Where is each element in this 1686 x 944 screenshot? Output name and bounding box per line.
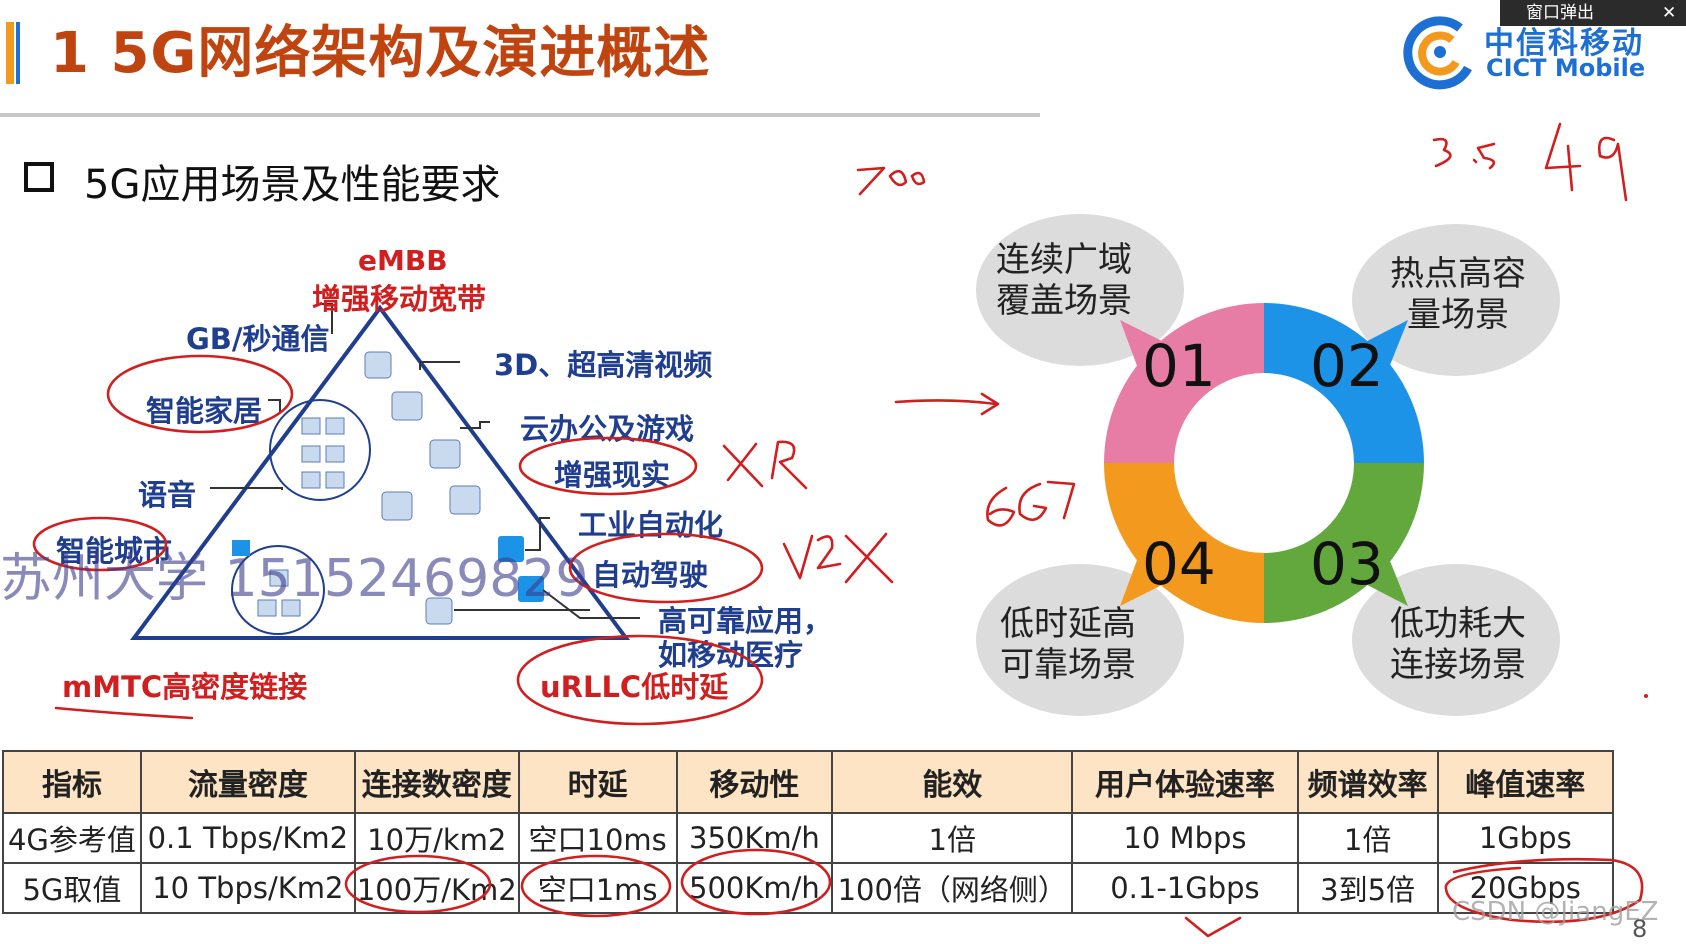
pen-circle-connections (344, 854, 492, 914)
scenario-low-power-label: 低功耗大 连接场景 (1390, 604, 1526, 686)
page-title: 1 5G网络架构及演进概述 (50, 21, 711, 86)
embb-label: eMBB (358, 244, 448, 277)
popup-window-bar[interactable]: 窗口弹出 ✕ (1500, 0, 1686, 26)
pen-circle-latency (520, 854, 672, 918)
pen-note-3-5 (1432, 137, 1496, 170)
scenario-02-line1: 热点高容 (1390, 254, 1526, 294)
table-header-cell: 连接数密度 (353, 750, 520, 814)
mobile-medical-label: 如移动医疗 (658, 638, 804, 672)
table-cell: 1倍 (1296, 812, 1439, 864)
scenario-03-line1: 低功耗大 (1390, 604, 1526, 644)
table-header-row: 指标 流量密度 连接数密度 时延 移动性 能效 用户体验速率 频谱效率 峰值速率 (2, 750, 1615, 814)
table-header-cell: 流量密度 (139, 750, 356, 814)
table-header-cell: 能效 (831, 750, 1074, 814)
logo-name-en: CICT Mobile (1486, 54, 1646, 82)
table-cell: 350Km/h (675, 812, 834, 864)
title-accent-bar-blue (16, 22, 20, 84)
table-header-cell: 频谱效率 (1296, 750, 1439, 814)
table-cell: 20Gbps (1436, 862, 1615, 914)
mmtc-label: mMTC高密度链接 (62, 670, 308, 704)
embb-sub-label: 增强移动宽带 (312, 282, 487, 316)
table-header-cell: 用户体验速率 (1071, 750, 1299, 814)
table-cell: 10 Mbps (1071, 812, 1299, 864)
pen-circle-autonomous (568, 532, 764, 604)
table-row: 5G取值 10 Tbps/Km2 100万/Km2 空口1ms 500Km/h … (2, 862, 1615, 914)
smart-home-label: 智能家居 (146, 394, 263, 428)
pen-dot (1644, 694, 1648, 698)
pen-note-700 (856, 166, 926, 196)
scenario-ring-diagram (976, 214, 1560, 716)
pen-circle-urllc (516, 634, 764, 726)
cloud-office-gaming-label: 云办公及游戏 (520, 412, 695, 446)
square-bullet-icon (24, 162, 54, 192)
pen-circle-mobility (680, 848, 832, 916)
section-subtitle: 5G应用场景及性能要求 (84, 162, 501, 208)
gb-per-second-label: GB/秒通信 (186, 322, 330, 356)
scenario-04-line2: 可靠场景 (1000, 645, 1136, 685)
page-number: 8 (1632, 915, 1648, 943)
table-cell: 0.1 Tbps/Km2 (139, 812, 356, 864)
table-header-cell: 移动性 (675, 750, 834, 814)
title-accent-bar (6, 22, 14, 84)
csdn-watermark: CSDN @JiangEZ (1452, 897, 1659, 927)
scenario-01-line2: 覆盖场景 (996, 281, 1132, 321)
scenario-hotspot-label: 热点高容 量场景 (1390, 254, 1526, 336)
table-cell: 3到5倍 (1296, 862, 1439, 914)
table-header-cell: 时延 (517, 750, 678, 814)
scenario-low-latency-label: 低时延高 可靠场景 (1000, 604, 1136, 686)
segment-number-01: 01 (1142, 332, 1216, 400)
table-row: 4G参考值 0.1 Tbps/Km2 10万/km2 空口10ms 350Km/… (2, 812, 1615, 864)
close-icon[interactable]: ✕ (1662, 3, 1677, 23)
scenario-triangle (130, 303, 640, 640)
watermark-text: 苏州大学 15152469829 (0, 549, 589, 609)
pen-circle-smart-city (32, 516, 168, 572)
scenario-01-line1: 连续广域 (996, 240, 1132, 280)
pen-underline-mmtc (54, 706, 194, 720)
table-cell: 100倍（网络侧） (831, 862, 1074, 914)
pen-circle-peak-rate (1444, 857, 1644, 924)
table-cell: 10 Tbps/Km2 (139, 862, 356, 914)
segment-number-04: 04 (1142, 530, 1216, 598)
cict-logo-icon (1403, 16, 1472, 90)
pen-check-mark (1184, 916, 1242, 938)
segment-number-03: 03 (1310, 530, 1384, 598)
table-cell: 10万/km2 (353, 812, 520, 864)
high-reliability-label: 高可靠应用， (658, 604, 833, 638)
table-cell: 0.1-1Gbps (1071, 862, 1299, 914)
table-cell: 5G取值 (2, 862, 142, 914)
pen-arrow (894, 392, 1000, 416)
table-cell: 1倍 (831, 812, 1074, 864)
logo-name-cn: 中信科移动 (1484, 26, 1644, 61)
scenario-03-line2: 连接场景 (1390, 645, 1526, 685)
popup-label[interactable]: 窗口弹出 (1526, 3, 1594, 23)
performance-table: 指标 流量密度 连接数密度 时延 移动性 能效 用户体验速率 频谱效率 峰值速率… (2, 750, 1615, 914)
pen-note-v2x (782, 532, 894, 584)
voice-label: 语音 (138, 478, 197, 512)
title-divider (0, 113, 1040, 117)
scenario-02-line2: 量场景 (1407, 295, 1509, 335)
urllc-label: uRLLC低时延 (540, 670, 729, 704)
table-header-cell: 峰值速率 (1436, 750, 1615, 814)
pen-note-4-9 (1544, 122, 1628, 202)
segment-number-02: 02 (1310, 332, 1384, 400)
pen-note-xr (722, 440, 808, 490)
table-header-cell: 指标 (2, 750, 142, 814)
scenario-wide-coverage-label: 连续广域 覆盖场景 (996, 240, 1132, 322)
pen-circle-ar (518, 436, 698, 496)
uhd-video-label: 3D、超高清视频 (494, 348, 713, 382)
pen-circle-smart-home (106, 354, 294, 434)
smart-city-label: 智能城市 (56, 534, 173, 568)
pen-note-6g (986, 480, 1076, 527)
scenario-04-line1: 低时延高 (1000, 604, 1136, 644)
augmented-reality-label: 增强现实 (554, 458, 671, 492)
autonomous-driving-label: 自动驾驶 (592, 558, 709, 592)
table-cell: 100万/Km2 (353, 862, 520, 914)
table-cell: 4G参考值 (2, 812, 142, 864)
